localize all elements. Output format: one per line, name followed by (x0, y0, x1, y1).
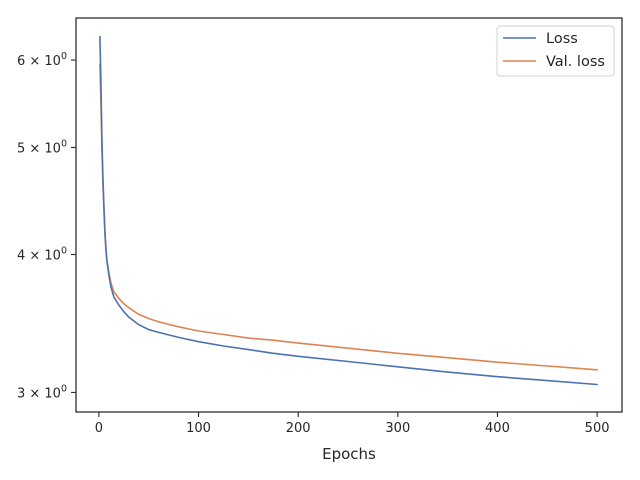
plot-frame (75, 17, 623, 413)
y-tick-label: 3 × 100 (17, 383, 67, 401)
x-tick-label: 200 (286, 421, 311, 436)
series-layer (99, 35, 598, 386)
x-tick-label: 500 (585, 421, 610, 436)
y-tick-label: 4 × 100 (17, 245, 67, 263)
x-tick-label: 100 (186, 421, 211, 436)
legend: Loss Val. loss (496, 25, 615, 77)
x-tick-label: 0 (95, 421, 103, 436)
x-axis-label: Epochs (322, 445, 376, 463)
x-tick-label: 400 (485, 421, 510, 436)
y-tick-label: 5 × 100 (17, 138, 67, 156)
y-ticks: 3 × 100 4 × 100 5 × 100 6 × 100 (17, 51, 76, 401)
legend-label-loss: Loss (546, 31, 578, 47)
series-line-val-loss (99, 63, 598, 371)
x-ticks: 0 100 200 300 400 500 (95, 412, 610, 436)
x-tick-label: 300 (385, 421, 410, 436)
y-tick-label: 6 × 100 (17, 51, 67, 69)
series-line-loss (99, 35, 598, 386)
legend-label-val-loss: Val. loss (546, 54, 605, 70)
